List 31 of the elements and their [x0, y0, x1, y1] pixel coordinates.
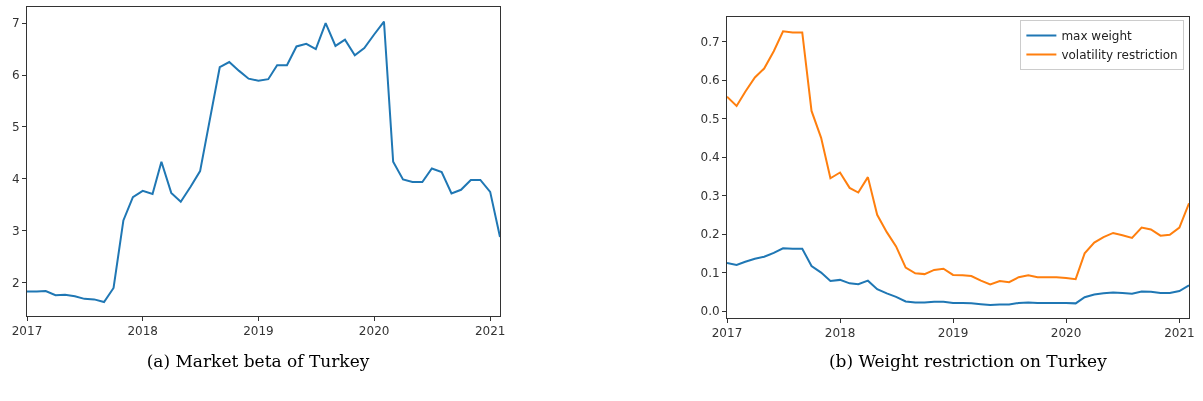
y-tick-label: 0.2: [700, 227, 720, 242]
y-tick-label: 2: [11, 275, 20, 290]
y-tick-label: 0.3: [700, 188, 720, 203]
y-tick-label: 0.1: [700, 265, 720, 280]
y-tick-label: 0.5: [700, 111, 720, 126]
x-tick-label: 2021: [474, 324, 506, 339]
y-tick-label: 6: [11, 68, 20, 83]
y-tick-label: 0.0: [700, 304, 720, 319]
y-tick-label: 7: [11, 16, 20, 31]
y-tick-label: 0.6: [700, 73, 720, 88]
line-series: [727, 30, 1189, 286]
y-tick-label: 0.7: [700, 34, 720, 49]
x-tick-label: 2017: [711, 326, 743, 341]
x-tick-label: 2018: [824, 326, 856, 341]
y-tick-label: 5: [11, 120, 20, 135]
text: (b) Weight restriction on Turkey: [828, 350, 1108, 371]
y-tick-label: 3: [11, 224, 20, 239]
line-series: [727, 247, 1189, 306]
x-tick-label: 2020: [1050, 326, 1082, 341]
line-series: [27, 20, 500, 303]
legend-label: max weight: [1061, 29, 1133, 44]
text: (a) Market beta of Turkey: [146, 350, 370, 371]
x-tick-label: 2021: [1164, 326, 1195, 341]
x-tick-label: 2018: [127, 324, 158, 339]
y-tick-label: 0.4: [700, 150, 720, 165]
x-tick-label: 2017: [11, 324, 43, 339]
x-tick-label: 2019: [243, 324, 274, 339]
x-tick-label: 2019: [937, 326, 969, 341]
x-tick-label: 2020: [358, 324, 390, 339]
legend-label: volatility restriction: [1061, 48, 1178, 63]
y-tick-label: 4: [11, 172, 20, 187]
